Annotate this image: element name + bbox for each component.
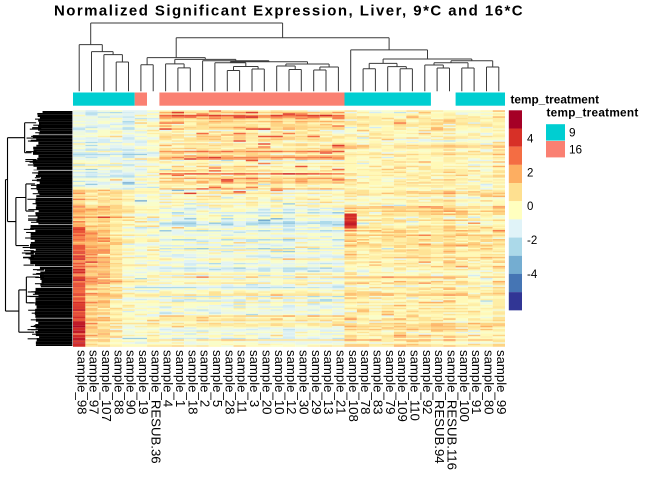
svg-text:sample_100: sample_100 [457, 350, 472, 422]
svg-text:temp_treatment: temp_treatment [547, 106, 639, 120]
svg-text:sample_4: sample_4 [161, 350, 176, 407]
svg-text:sample_5: sample_5 [210, 350, 225, 407]
svg-text:sample_110: sample_110 [408, 350, 423, 421]
svg-text:sample_20: sample_20 [259, 350, 274, 415]
svg-text:sample_29: sample_29 [309, 350, 324, 415]
svg-text:sample_78: sample_78 [358, 350, 373, 415]
svg-text:sample_28: sample_28 [222, 350, 237, 415]
svg-text:sample_18: sample_18 [185, 350, 200, 415]
svg-text:-2: -2 [527, 235, 537, 247]
svg-text:temp_treatment: temp_treatment [511, 93, 600, 107]
svg-text:sample_1: sample_1 [173, 350, 188, 407]
svg-text:4: 4 [527, 134, 534, 146]
svg-text:sample_11: sample_11 [235, 350, 250, 414]
svg-text:sample_88: sample_88 [111, 350, 126, 415]
svg-text:sample_RESUB.116: sample_RESUB.116 [445, 350, 460, 470]
svg-text:sample_RESUB.36: sample_RESUB.36 [148, 350, 163, 464]
svg-text:sample_30: sample_30 [296, 350, 311, 415]
svg-text:sample_91: sample_91 [469, 350, 484, 415]
svg-text:16: 16 [569, 142, 583, 156]
svg-text:sample_90: sample_90 [124, 350, 139, 415]
svg-text:sample_108: sample_108 [346, 350, 361, 422]
svg-text:sample_107: sample_107 [99, 350, 114, 422]
svg-text:sample_83: sample_83 [371, 350, 386, 415]
svg-text:sample_3: sample_3 [247, 350, 262, 407]
svg-text:sample_109: sample_109 [395, 350, 410, 422]
svg-text:sample_2: sample_2 [198, 350, 213, 407]
svg-text:sample_RESUB.94: sample_RESUB.94 [432, 350, 447, 464]
svg-text:2: 2 [527, 167, 533, 179]
svg-text:sample_10: sample_10 [272, 350, 287, 415]
svg-text:sample_19: sample_19 [136, 350, 151, 415]
svg-text:sample_92: sample_92 [420, 350, 435, 415]
svg-text:9: 9 [569, 126, 576, 140]
svg-text:-4: -4 [527, 269, 538, 281]
svg-text:sample_79: sample_79 [383, 350, 398, 415]
svg-text:sample_97: sample_97 [87, 350, 102, 415]
svg-text:sample_99: sample_99 [494, 350, 509, 415]
svg-text:0: 0 [527, 201, 533, 213]
svg-text:Normalized Significant Express: Normalized Significant Expression, Liver… [54, 3, 524, 20]
svg-text:sample_80: sample_80 [482, 350, 497, 415]
svg-text:sample_12: sample_12 [284, 350, 299, 415]
svg-text:sample_13: sample_13 [321, 350, 336, 415]
svg-text:sample_98: sample_98 [74, 350, 89, 415]
svg-text:sample_21: sample_21 [333, 350, 348, 415]
